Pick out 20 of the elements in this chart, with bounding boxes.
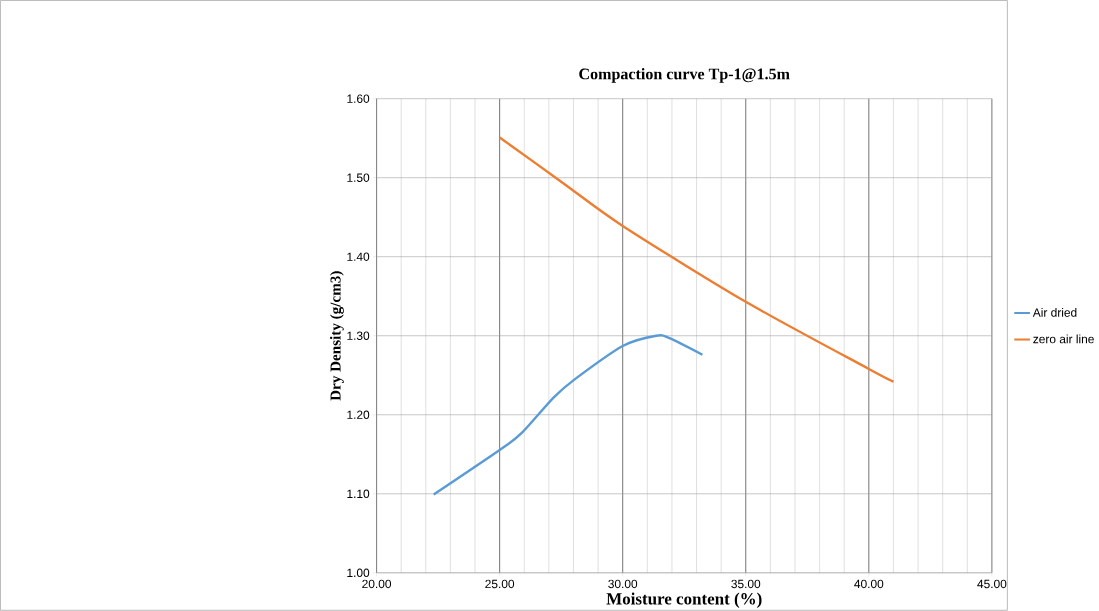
x-tick-label: 25.00 — [485, 579, 515, 589]
x-tick-label: 30.00 — [608, 579, 638, 589]
y-tick-label: 1.20 — [347, 410, 370, 419]
y-tick-label: 1.10 — [347, 489, 370, 498]
line-series — [432, 334, 704, 496]
y-tick-label: 1.00 — [347, 568, 370, 577]
y-tick-label: 1.40 — [347, 252, 370, 261]
x-tick-label: 45.00 — [977, 579, 1007, 589]
y-axis-title: Dry Density (g/cm3) — [330, 271, 344, 401]
x-tick-label: 35.00 — [731, 579, 761, 589]
x-axis-title: Moisture content (%) — [606, 592, 762, 608]
x-tick-label: 20.00 — [362, 579, 392, 589]
legend-label: Air dried — [1032, 307, 1077, 317]
legend-label: zero air line — [1033, 334, 1094, 344]
chart-title: Compaction curve Tp-1@1.5m — [579, 68, 790, 83]
y-tick-label: 1.30 — [347, 331, 370, 340]
line-series — [498, 136, 895, 383]
x-tick-label: 40.00 — [854, 579, 884, 589]
y-tick-label: 1.50 — [347, 173, 370, 182]
y-tick-label: 1.60 — [347, 94, 370, 103]
